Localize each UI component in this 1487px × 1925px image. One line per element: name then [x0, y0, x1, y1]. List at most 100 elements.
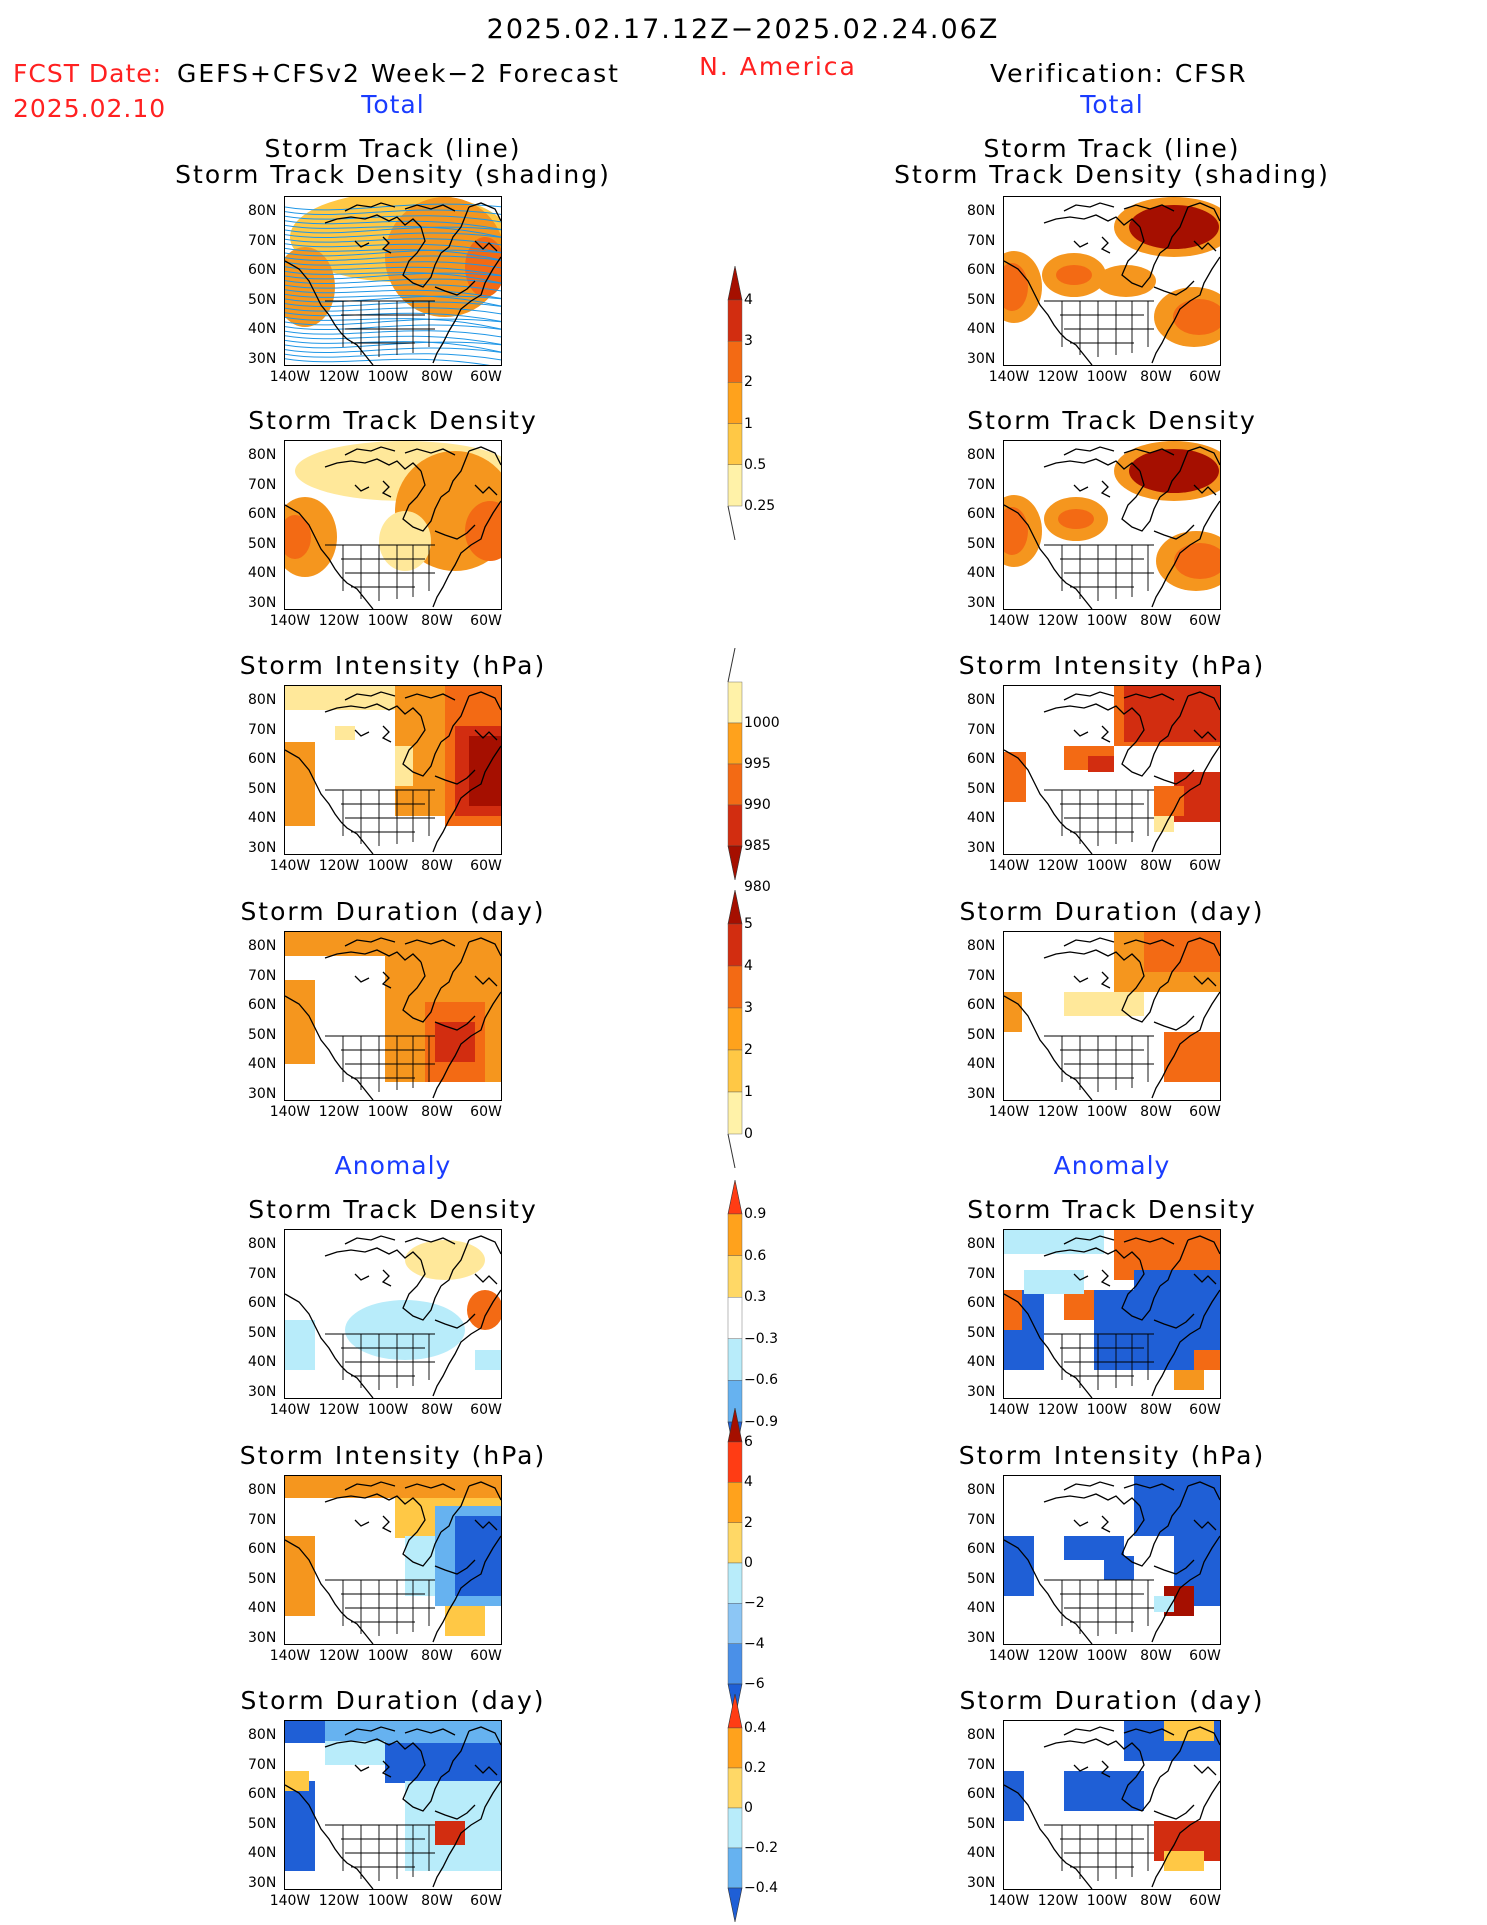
coastline	[324, 1493, 422, 1507]
lat-tick-label: 30N	[248, 1874, 277, 1891]
colorbar-intensity-total	[727, 648, 743, 880]
shaded-cell	[285, 1536, 315, 1616]
coastline	[468, 1235, 501, 1255]
shaded-cell	[1004, 1536, 1034, 1596]
lat-tick-label: 40N	[248, 1600, 277, 1616]
storm-track-line	[285, 295, 501, 303]
shaded-region	[1174, 543, 1220, 579]
lat-tick-label: 60N	[967, 1541, 996, 1557]
map-panel	[284, 196, 502, 366]
colorbar-segment	[727, 340, 743, 383]
coastline	[1004, 1784, 1061, 1858]
lat-tick-label: 50N	[248, 1026, 277, 1043]
coastline	[1100, 1515, 1111, 1533]
coastline	[354, 1764, 370, 1772]
panel-title: Storm Track Density	[248, 406, 538, 435]
lat-tick-label: 30N	[967, 1383, 996, 1400]
coastline	[1121, 715, 1161, 777]
coastline	[402, 470, 442, 532]
colorbar-tail	[727, 1133, 736, 1168]
coastline	[1123, 1728, 1175, 1736]
storm-track-line	[285, 209, 501, 216]
lon-tick-label: 80W	[1140, 369, 1172, 385]
lon-tick-label: 80W	[421, 1104, 453, 1120]
lon-tick-label: 80W	[421, 613, 453, 629]
coastline	[1151, 991, 1220, 1099]
lon-tick-label: 60W	[470, 369, 502, 385]
lon-tick-label: 80W	[421, 369, 453, 385]
lon-tick-label: 140W	[988, 613, 1030, 629]
lon-tick-label: 140W	[269, 1104, 311, 1120]
lat-tick-label: 70N	[248, 967, 277, 984]
colorbar-label: 1	[744, 1084, 753, 1100]
coastline	[404, 448, 456, 456]
map-canvas	[285, 441, 501, 609]
coastline	[1187, 937, 1220, 957]
lat-tick-label: 30N	[248, 1383, 277, 1400]
lon-tick-label: 120W	[1037, 1893, 1079, 1909]
coastline	[1004, 749, 1061, 823]
right-anomaly-label: Anomaly	[1053, 1151, 1171, 1180]
coastline	[402, 715, 442, 777]
shaded-cell	[335, 726, 355, 740]
coastline	[340, 821, 374, 854]
shaded-cell	[1194, 1350, 1220, 1370]
coastline	[1153, 1313, 1195, 1329]
lon-tick-label: 120W	[1037, 369, 1079, 385]
shaded-cell	[445, 1606, 485, 1636]
lat-tick-label: 70N	[967, 1265, 996, 1282]
lat-tick-label: 80N	[967, 203, 996, 219]
colorbar-label: 4	[744, 292, 753, 308]
coastline	[440, 695, 470, 743]
storm-track-line	[285, 243, 501, 253]
colorbar-label: −4	[744, 1635, 765, 1652]
storm-track-line	[285, 318, 501, 326]
fcst-date-label: FCST Date:	[13, 59, 163, 88]
colorbar-label: −6	[744, 1676, 765, 1692]
coastline	[468, 691, 501, 711]
colorbar-label: −0.4	[744, 1880, 778, 1896]
coastline	[344, 446, 396, 456]
lon-tick-label: 100W	[367, 1648, 409, 1664]
lat-tick-label: 30N	[248, 839, 277, 856]
shaded-cell	[455, 1516, 501, 1596]
coastline	[1153, 1015, 1195, 1031]
colorbar-label: −0.9	[744, 1414, 778, 1430]
coastline	[1187, 691, 1220, 711]
colorbar-duration-total	[727, 890, 743, 1168]
coastline	[434, 1804, 476, 1820]
coastline	[474, 240, 498, 252]
coastline	[324, 703, 422, 717]
lon-tick-label: 140W	[269, 858, 311, 874]
map-panel	[284, 1475, 502, 1645]
coastline	[468, 202, 501, 222]
shaded-region	[1004, 263, 1028, 311]
lat-tick-label: 80N	[248, 447, 277, 463]
lon-tick-label: 140W	[269, 1893, 311, 1909]
storm-track-line	[285, 316, 501, 330]
coastline	[432, 1535, 501, 1643]
shaded-cell	[1088, 756, 1114, 772]
shaded-cell	[285, 1781, 315, 1871]
lon-tick-label: 100W	[1086, 858, 1128, 874]
coastline	[1193, 1519, 1217, 1531]
lon-tick-label: 120W	[1037, 1648, 1079, 1664]
shaded-cell	[1004, 1230, 1104, 1254]
coastline	[1073, 1273, 1089, 1281]
lon-tick-label: 60W	[1189, 613, 1221, 629]
map-panel	[1003, 685, 1221, 855]
shaded-region	[1096, 265, 1156, 297]
coastline	[1063, 446, 1115, 456]
coastline	[344, 1235, 396, 1245]
coastline	[1073, 1764, 1089, 1772]
shaded-cell	[435, 1821, 465, 1845]
lat-tick-label: 70N	[248, 232, 277, 249]
lon-tick-label: 120W	[318, 613, 360, 629]
coastline	[340, 576, 374, 609]
colorbar-label: 2	[744, 1042, 753, 1058]
colorbar-label: 2	[744, 374, 753, 391]
colorbar-label: 0.3	[744, 1289, 767, 1306]
panel-title: Storm Intensity (hPa)	[239, 651, 547, 680]
coastline	[468, 1481, 501, 1501]
colorbar-segment	[727, 382, 743, 424]
